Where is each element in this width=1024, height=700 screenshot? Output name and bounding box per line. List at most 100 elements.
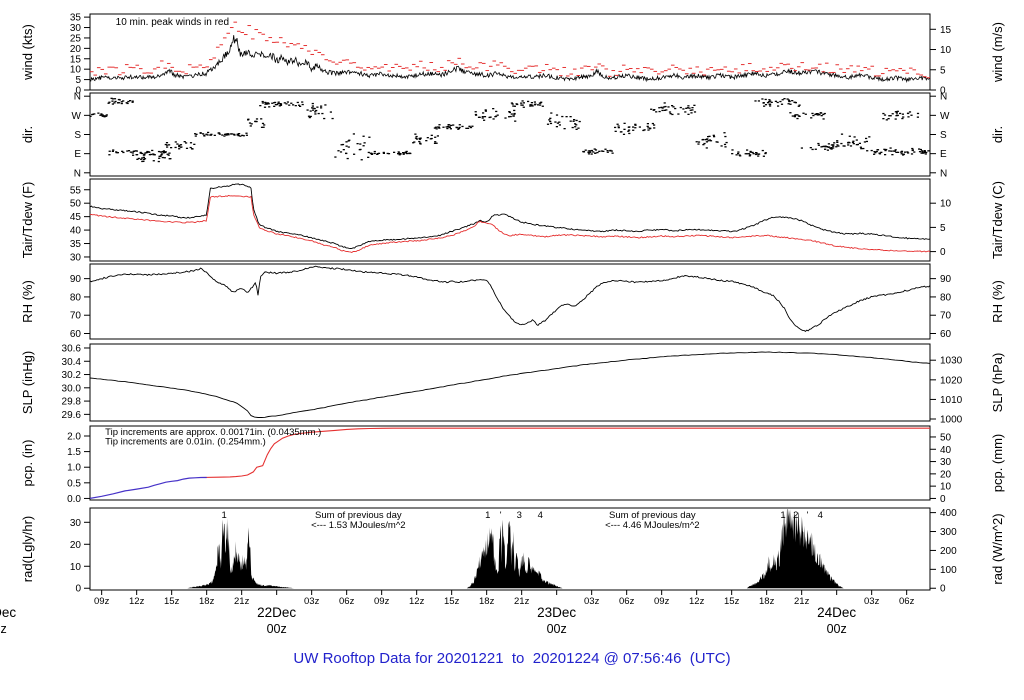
wind-speed-line xyxy=(89,35,930,83)
wind-direction-point xyxy=(822,113,825,116)
wind-direction-point xyxy=(339,151,343,153)
x-tick-label: 15z xyxy=(444,596,460,607)
wind-direction-point xyxy=(263,106,267,108)
wind-direction-point xyxy=(811,148,814,151)
wind-direction-point xyxy=(712,134,715,136)
wind-direction-point xyxy=(918,151,922,153)
wind-direction-point xyxy=(628,129,631,131)
wind-direction-point xyxy=(495,115,498,117)
wind-direction-point xyxy=(836,140,839,142)
wind-direction-point xyxy=(277,102,280,105)
date-break-time-label: 00z xyxy=(267,622,287,636)
wind-direction-point xyxy=(574,126,577,128)
wind-direction-point xyxy=(311,105,314,107)
wind-direction-point xyxy=(642,129,645,132)
wind-direction-point xyxy=(830,144,833,146)
wind-direction-point xyxy=(434,141,437,143)
wind-direction-point xyxy=(682,108,685,110)
wind-direction-point xyxy=(527,100,530,103)
y-axis-label-right: dir. xyxy=(990,126,1005,143)
wind-direction-point xyxy=(308,116,311,119)
wind-direction-point xyxy=(587,151,590,154)
wind-direction-point xyxy=(924,153,927,155)
wind-direction-point xyxy=(923,150,926,153)
x-tick-label: 15z xyxy=(164,596,180,607)
wind-direction-point xyxy=(458,124,461,126)
wind-direction-point xyxy=(826,146,829,148)
wind-direction-point xyxy=(789,112,792,114)
wind-direction-point xyxy=(623,122,626,124)
wind-direction-point xyxy=(132,154,135,156)
wind-direction-point xyxy=(604,148,607,150)
wind-direction-point xyxy=(178,148,181,150)
wind-direction-point xyxy=(650,108,653,110)
wind-direction-point xyxy=(764,104,768,106)
wind-direction-point xyxy=(194,135,197,137)
wind-direction-point xyxy=(830,148,833,150)
wind-direction-point xyxy=(674,107,677,110)
wind-direction-point xyxy=(574,123,577,125)
wind-direction-point xyxy=(800,147,803,149)
y-tick-label-right: 0 xyxy=(940,247,946,258)
wind-direction-point xyxy=(377,152,381,154)
wind-direction-point xyxy=(697,143,700,145)
y-tick-label-right: 1010 xyxy=(940,395,963,406)
wind-direction-point xyxy=(164,143,167,146)
wind-direction-point xyxy=(876,149,879,151)
wind-direction-point xyxy=(513,113,516,115)
wind-direction-point xyxy=(707,140,710,142)
wind-direction-point xyxy=(549,120,552,123)
wind-direction-point xyxy=(747,153,751,155)
wind-direction-point xyxy=(285,103,288,105)
y-tick-label-left: 1.0 xyxy=(67,463,81,474)
wind-direction-point xyxy=(434,126,437,128)
wind-direction-point xyxy=(141,157,144,159)
wind-direction-point xyxy=(373,150,376,153)
x-tick-label: 12z xyxy=(409,596,425,607)
wind-direction-point xyxy=(457,127,461,129)
y-tick-label-right: 10 xyxy=(940,199,952,210)
wind-direction-point xyxy=(827,146,830,148)
wind-direction-point xyxy=(111,100,114,102)
y-axis-label-right: SLP (hPa) xyxy=(990,353,1005,413)
wind-direction-point xyxy=(438,124,441,126)
wind-direction-point xyxy=(467,127,470,129)
wind-direction-point xyxy=(561,115,564,118)
wind-direction-point xyxy=(398,154,401,156)
y-tick-label-right: 90 xyxy=(940,274,952,285)
wind-direction-point xyxy=(111,103,114,105)
wind-direction-point xyxy=(260,118,263,120)
wind-direction-point xyxy=(97,112,100,114)
wind-direction-point xyxy=(908,111,912,113)
wind-direction-point xyxy=(856,143,859,146)
wind-direction-point xyxy=(902,153,905,155)
wind-direction-point xyxy=(820,112,823,114)
wind-direction-point xyxy=(168,144,171,146)
wind-direction-point xyxy=(896,114,899,116)
y-tick-label-right: N xyxy=(940,168,947,179)
x-tick-label: 06z xyxy=(619,596,635,607)
wind-direction-point xyxy=(100,113,103,115)
x-tick-label: 09z xyxy=(654,596,670,607)
solar-radiation-area xyxy=(466,519,563,589)
wind-direction-point xyxy=(288,104,291,106)
wind-direction-point xyxy=(824,145,827,147)
wind-direction-point xyxy=(620,131,623,133)
wind-direction-point xyxy=(866,150,869,152)
wind-direction-point xyxy=(840,142,843,145)
y-tick-label-left: 45 xyxy=(70,212,82,223)
wind-direction-point xyxy=(902,154,905,156)
wind-direction-point xyxy=(301,103,304,106)
radiation-sum-note: Sum of previous day xyxy=(315,510,402,521)
y-tick-label-right: 0 xyxy=(940,584,946,595)
wind-direction-point xyxy=(890,150,893,152)
wind-direction-point xyxy=(749,151,752,153)
wind-direction-point xyxy=(541,105,544,107)
wind-direction-point xyxy=(255,118,259,120)
wind-direction-point xyxy=(254,120,257,123)
wind-direction-point xyxy=(802,112,805,114)
wind-direction-point xyxy=(117,102,120,104)
wind-direction-point xyxy=(352,133,355,135)
wind-direction-point xyxy=(142,160,145,162)
